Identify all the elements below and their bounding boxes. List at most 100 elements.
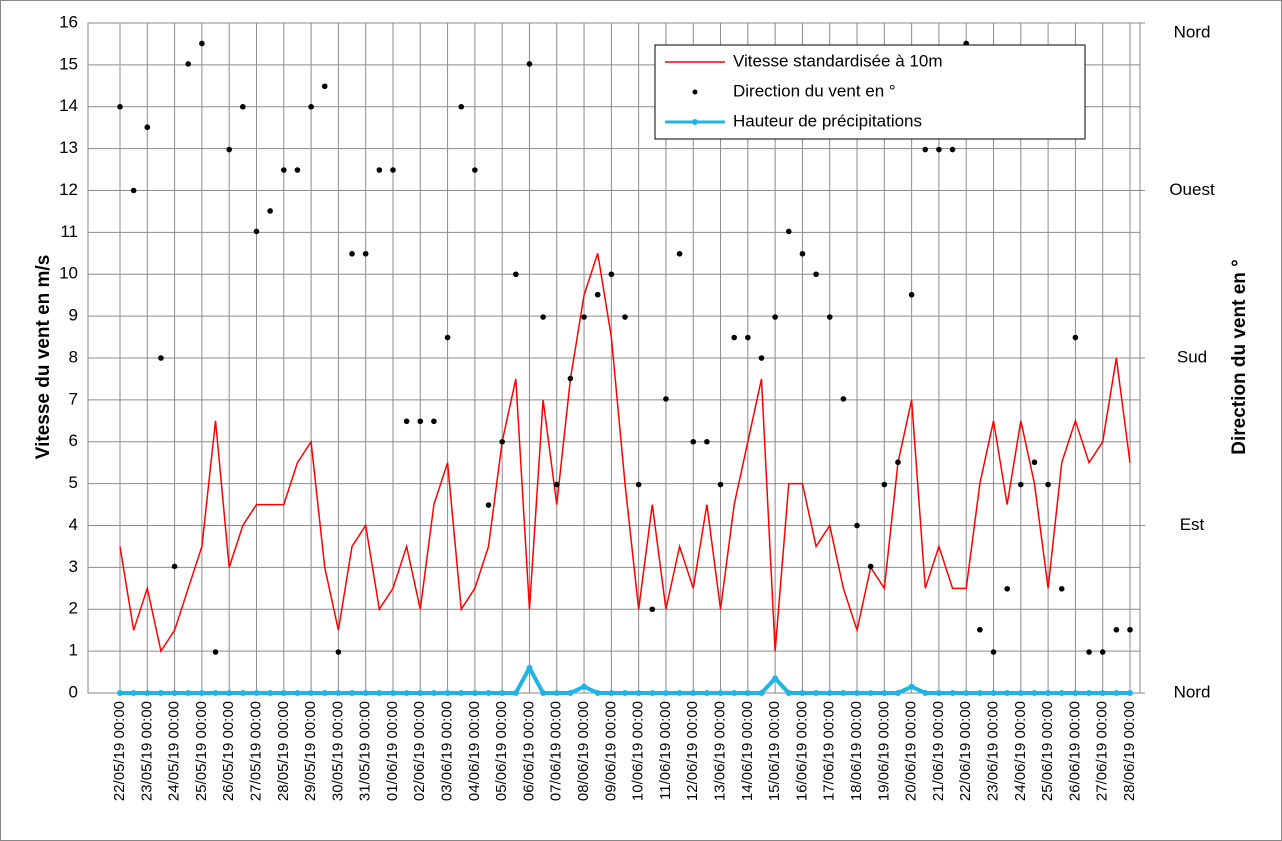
x-tick-label: 10/06/19 00:00 bbox=[630, 701, 647, 801]
point bbox=[813, 271, 819, 278]
point-marker bbox=[676, 690, 683, 696]
x-tick-label: 16/06/19 00:00 bbox=[793, 701, 810, 801]
y2-tick-label: Sud bbox=[1177, 347, 1207, 366]
x-tick-label: 30/05/19 00:00 bbox=[329, 701, 346, 801]
x-tick-label: 20/06/19 00:00 bbox=[903, 701, 920, 801]
point-marker bbox=[335, 690, 342, 696]
point-marker bbox=[608, 690, 615, 696]
point-marker bbox=[881, 690, 888, 696]
point bbox=[717, 481, 724, 488]
point-marker bbox=[130, 690, 137, 696]
point-marker bbox=[212, 690, 219, 696]
point bbox=[758, 355, 765, 361]
y-tick-label: 1 bbox=[69, 641, 78, 660]
point-marker bbox=[785, 690, 792, 696]
point bbox=[908, 291, 915, 298]
point-marker bbox=[908, 683, 915, 690]
point bbox=[321, 83, 328, 90]
point bbox=[553, 481, 560, 488]
point-marker bbox=[321, 690, 328, 696]
point bbox=[840, 396, 847, 402]
point bbox=[867, 563, 874, 570]
point-marker bbox=[1086, 690, 1093, 696]
y-tick-label: 4 bbox=[69, 515, 78, 534]
x-tick-label: 11/06/19 00:00 bbox=[657, 701, 674, 800]
y-tick-label: 14 bbox=[59, 96, 78, 115]
point-marker bbox=[949, 690, 956, 696]
x-tick-label: 26/06/19 00:00 bbox=[1066, 701, 1083, 801]
y2-tick-label: Nord bbox=[1174, 682, 1211, 701]
point-marker bbox=[758, 690, 765, 696]
legend-symbol bbox=[692, 119, 698, 125]
point-marker bbox=[1058, 690, 1065, 696]
point-marker bbox=[581, 683, 588, 690]
y-tick-label: 7 bbox=[69, 389, 78, 408]
point bbox=[458, 103, 465, 110]
point-marker bbox=[1113, 690, 1120, 696]
x-tick-label: 26/05/19 00:00 bbox=[220, 701, 237, 801]
point bbox=[212, 649, 219, 655]
point bbox=[130, 187, 137, 194]
x-tick-label: 12/06/19 00:00 bbox=[684, 701, 701, 801]
x-tick-label: 22/05/19 00:00 bbox=[111, 701, 128, 801]
point-marker bbox=[294, 690, 301, 696]
point-marker bbox=[540, 690, 547, 696]
point-marker bbox=[280, 690, 287, 696]
point-marker bbox=[1099, 690, 1106, 696]
point bbox=[1086, 649, 1092, 655]
y-tick-label: 6 bbox=[69, 431, 78, 450]
point bbox=[745, 334, 751, 341]
point-marker bbox=[226, 690, 233, 696]
x-tick-label: 05/06/19 00:00 bbox=[493, 701, 510, 801]
point-marker bbox=[144, 690, 151, 696]
point bbox=[922, 146, 929, 153]
point-marker bbox=[744, 690, 751, 696]
point bbox=[280, 167, 287, 173]
point bbox=[1127, 626, 1133, 633]
point-marker bbox=[935, 690, 942, 696]
legend-label: Hauteur de précipitations bbox=[733, 111, 922, 130]
point bbox=[1113, 626, 1120, 633]
point bbox=[444, 334, 451, 341]
point bbox=[622, 314, 628, 320]
point bbox=[185, 61, 192, 67]
x-tick-label: 02/06/19 00:00 bbox=[411, 701, 428, 801]
point bbox=[390, 167, 396, 173]
point-marker bbox=[690, 690, 697, 696]
point-marker bbox=[567, 690, 574, 696]
point bbox=[431, 418, 437, 425]
point bbox=[949, 146, 956, 153]
point bbox=[335, 649, 342, 655]
point-marker bbox=[417, 690, 424, 696]
y-tick-label: 12 bbox=[59, 180, 78, 199]
point-marker bbox=[117, 690, 123, 696]
y-tick-label: 10 bbox=[59, 264, 78, 283]
point bbox=[772, 314, 778, 320]
point bbox=[936, 146, 942, 153]
point-marker bbox=[526, 664, 533, 671]
point bbox=[895, 459, 901, 466]
x-tick-label: 07/06/19 00:00 bbox=[548, 701, 565, 801]
point-marker bbox=[594, 690, 601, 696]
point-marker bbox=[349, 690, 356, 696]
point bbox=[158, 355, 164, 361]
y-tick-label: 2 bbox=[69, 599, 78, 618]
point-marker bbox=[403, 690, 410, 696]
point-marker bbox=[922, 690, 929, 696]
point-marker bbox=[622, 690, 628, 696]
point-marker bbox=[1017, 690, 1024, 696]
point-marker bbox=[826, 690, 833, 696]
point-marker bbox=[1004, 690, 1011, 696]
point bbox=[663, 396, 669, 402]
point bbox=[253, 228, 260, 235]
point-marker bbox=[976, 690, 983, 696]
point-marker bbox=[1031, 690, 1038, 696]
x-tick-label: 27/06/19 00:00 bbox=[1094, 701, 1111, 801]
point-marker bbox=[499, 690, 506, 696]
point bbox=[881, 481, 888, 488]
point-marker bbox=[813, 690, 820, 696]
point-marker bbox=[157, 690, 164, 696]
x-tick-label: 25/05/19 00:00 bbox=[193, 701, 210, 801]
